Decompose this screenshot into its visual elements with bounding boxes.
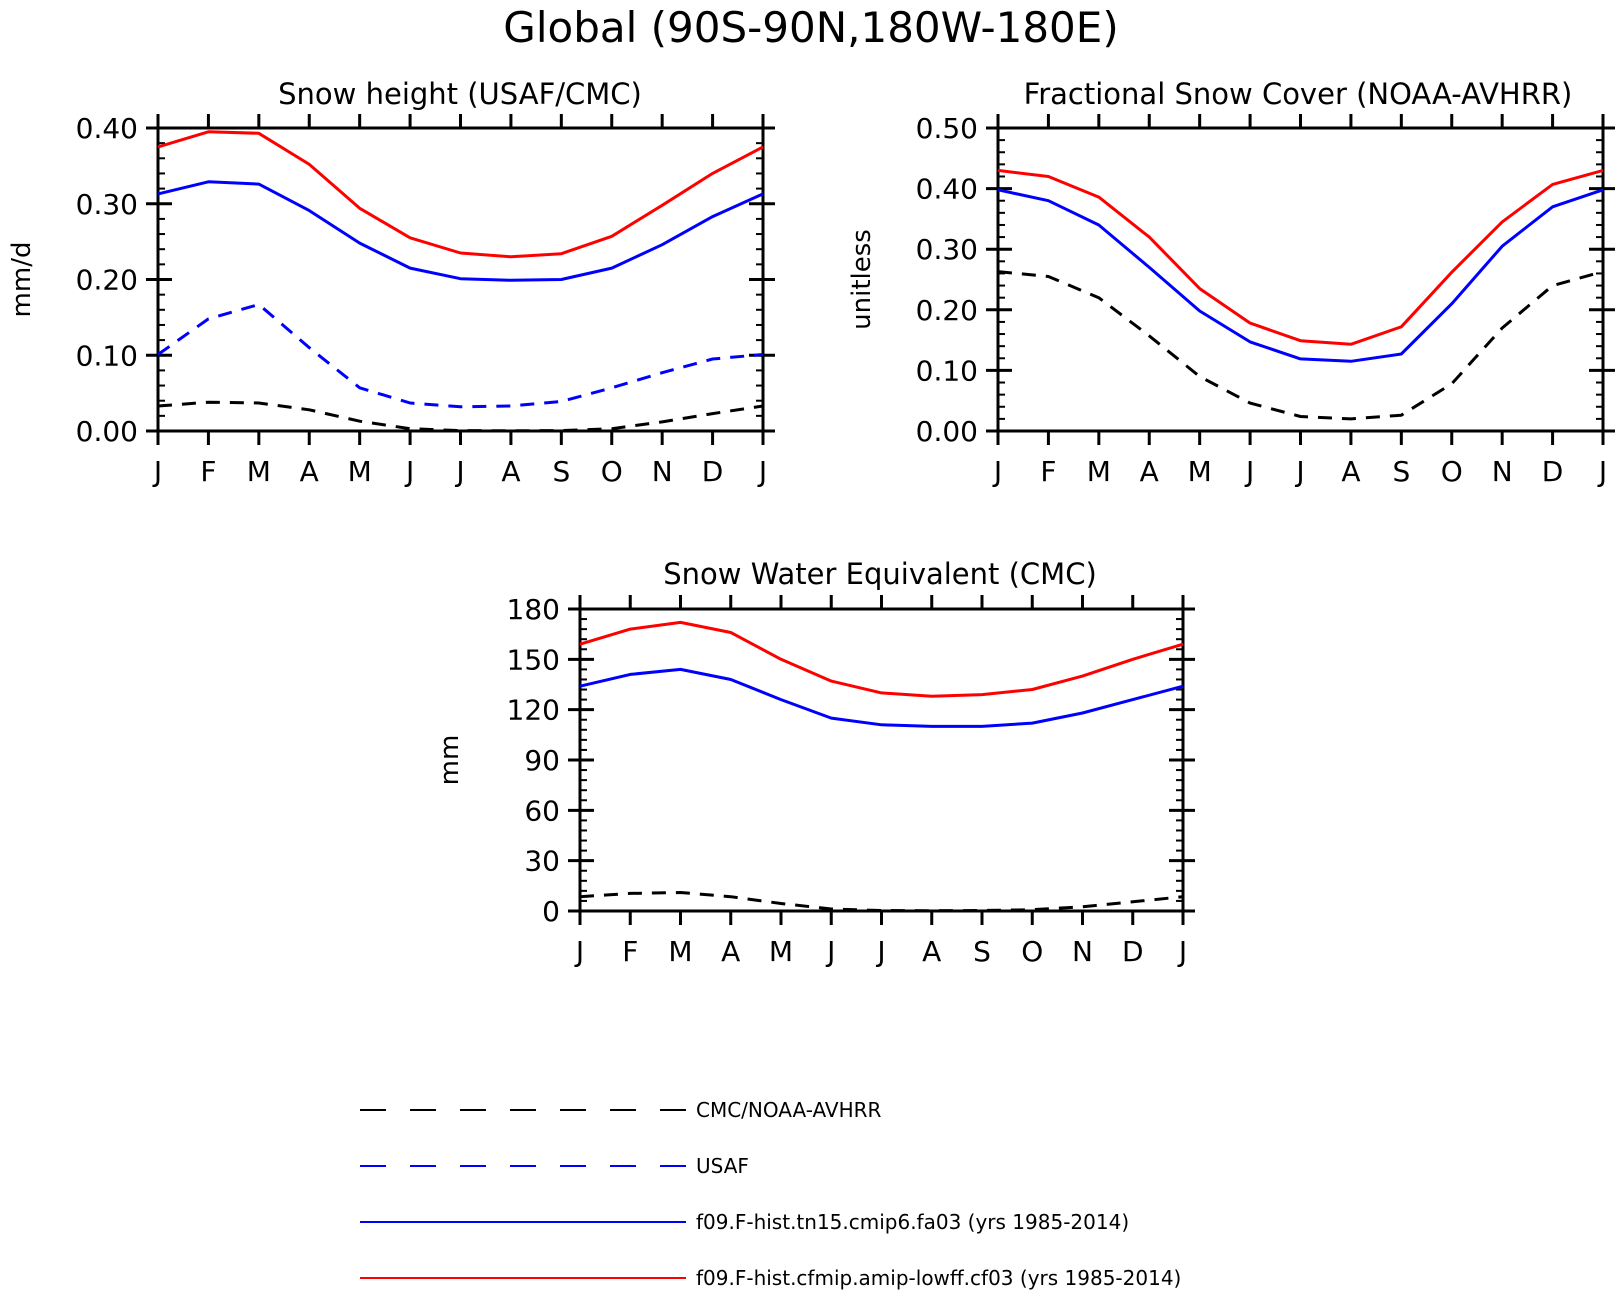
- x-tick-label: S: [552, 455, 570, 488]
- x-tick-label: J: [1177, 935, 1187, 968]
- snow-height-panel: Snow height (USAF/CMC) 0.00 0.10 0.20 0.30 0…: [7, 77, 775, 488]
- y-tick-label: 60: [524, 794, 560, 827]
- main-title: Global (90S-90N,180W-180E): [503, 3, 1118, 52]
- y-tick-label: 0.20: [76, 264, 138, 297]
- x-tick-label: M: [769, 935, 793, 968]
- y-axis-label: mm/d: [7, 242, 37, 318]
- x-tick-label: A: [501, 455, 520, 488]
- y-tick-label: 0.10: [916, 354, 978, 387]
- x-tick-label: J: [404, 455, 414, 488]
- legend-label-model2: f09.F-hist.cfmip.amip-lowff.cf03 (yrs 19…: [696, 1266, 1181, 1290]
- y-tick-label: 0.40: [76, 112, 138, 145]
- y-axis-label: mm: [435, 735, 465, 786]
- x-tick-label: A: [1341, 455, 1360, 488]
- y-tick-label: 0.50: [916, 112, 978, 145]
- plot-frame: [578, 607, 1185, 913]
- legend-label-model1: f09.F-hist.tn15.cmip6.fa03 (yrs 1985-201…: [696, 1210, 1129, 1234]
- legend-label-usaf: USAF: [696, 1154, 749, 1178]
- x-tick-label: M: [348, 455, 372, 488]
- y-tick-label: 150: [507, 643, 560, 676]
- x-tick-label: D: [1122, 935, 1144, 968]
- x-tick-label: F: [200, 455, 216, 488]
- y-tick-label: 90: [524, 744, 560, 777]
- x-tick-label: J: [757, 455, 767, 488]
- x-tick-label: J: [992, 455, 1002, 488]
- y-tick-label: 180: [507, 593, 560, 626]
- x-tick-label: O: [1441, 455, 1463, 488]
- x-tick-label: A: [721, 935, 740, 968]
- y-tick-label: 0.00: [76, 415, 138, 448]
- y-tick-label: 120: [507, 694, 560, 727]
- x-tick-label: A: [922, 935, 941, 968]
- panel-title: Snow Water Equivalent (CMC): [663, 557, 1097, 591]
- swe-panel: Snow Water Equivalent (CMC) 0 30 60 90 120 15…: [435, 557, 1195, 968]
- y-tick-label: 0.10: [76, 339, 138, 372]
- x-tick-label: J: [574, 935, 584, 968]
- x-tick-label: O: [601, 455, 623, 488]
- series-line-obs: [997, 270, 1604, 421]
- x-tick-label: J: [1294, 455, 1304, 488]
- series-line-model2: [997, 168, 1604, 346]
- x-tick-label: M: [247, 455, 271, 488]
- x-tick-label: S: [973, 935, 991, 968]
- x-tick-label: J: [1597, 455, 1607, 488]
- x-tick-label: F: [1040, 455, 1056, 488]
- y-axis-label: unitless: [847, 229, 877, 330]
- y-tick-label: 0.00: [916, 415, 978, 448]
- x-tick-label: J: [875, 935, 885, 968]
- y-tick-label: 0.30: [916, 233, 978, 266]
- legend: CMC/NOAA-AVHRR USAF f09.F-hist.tn15.cmip6.…: [360, 1098, 1181, 1290]
- x-tick-label: N: [1072, 935, 1093, 968]
- x-tick-label: D: [702, 455, 724, 488]
- plot-frame: [996, 126, 1605, 433]
- series-line-obs: [579, 891, 1184, 913]
- x-tick-label: N: [652, 455, 673, 488]
- y-tick-label: 30: [524, 845, 560, 878]
- series-line-model1: [579, 667, 1184, 728]
- series-line-model2: [157, 130, 764, 259]
- x-tick-label: M: [1087, 455, 1111, 488]
- x-tick-label: N: [1492, 455, 1513, 488]
- snow-cover-panel: Fractional Snow Cover (NOAA-AVHRR) 0.00 0…: [847, 77, 1615, 488]
- series-line-model1: [997, 188, 1604, 363]
- panel-title: Fractional Snow Cover (NOAA-AVHRR): [1024, 77, 1573, 111]
- x-tick-label: D: [1542, 455, 1564, 488]
- x-tick-label: M: [1188, 455, 1212, 488]
- y-tick-label: 0.40: [916, 173, 978, 206]
- series-line-model1: [157, 180, 764, 282]
- x-tick-label: J: [454, 455, 464, 488]
- x-tick-label: S: [1392, 455, 1410, 488]
- x-tick-label: O: [1021, 935, 1043, 968]
- panel-title: Snow height (USAF/CMC): [278, 77, 642, 111]
- x-tick-label: F: [622, 935, 638, 968]
- y-tick-label: 0: [542, 895, 560, 928]
- x-tick-label: A: [1140, 455, 1159, 488]
- x-tick-label: J: [825, 935, 835, 968]
- x-tick-label: M: [668, 935, 692, 968]
- y-tick-label: 0.20: [916, 294, 978, 327]
- y-tick-label: 0.30: [76, 188, 138, 221]
- x-tick-label: A: [300, 455, 319, 488]
- legend-label-obs: CMC/NOAA-AVHRR: [696, 1098, 882, 1122]
- x-tick-label: J: [1244, 455, 1254, 488]
- series-line-usaf: [157, 303, 764, 409]
- series-line-model2: [579, 620, 1184, 698]
- series-line-obs: [157, 400, 764, 433]
- x-tick-label: J: [152, 455, 162, 488]
